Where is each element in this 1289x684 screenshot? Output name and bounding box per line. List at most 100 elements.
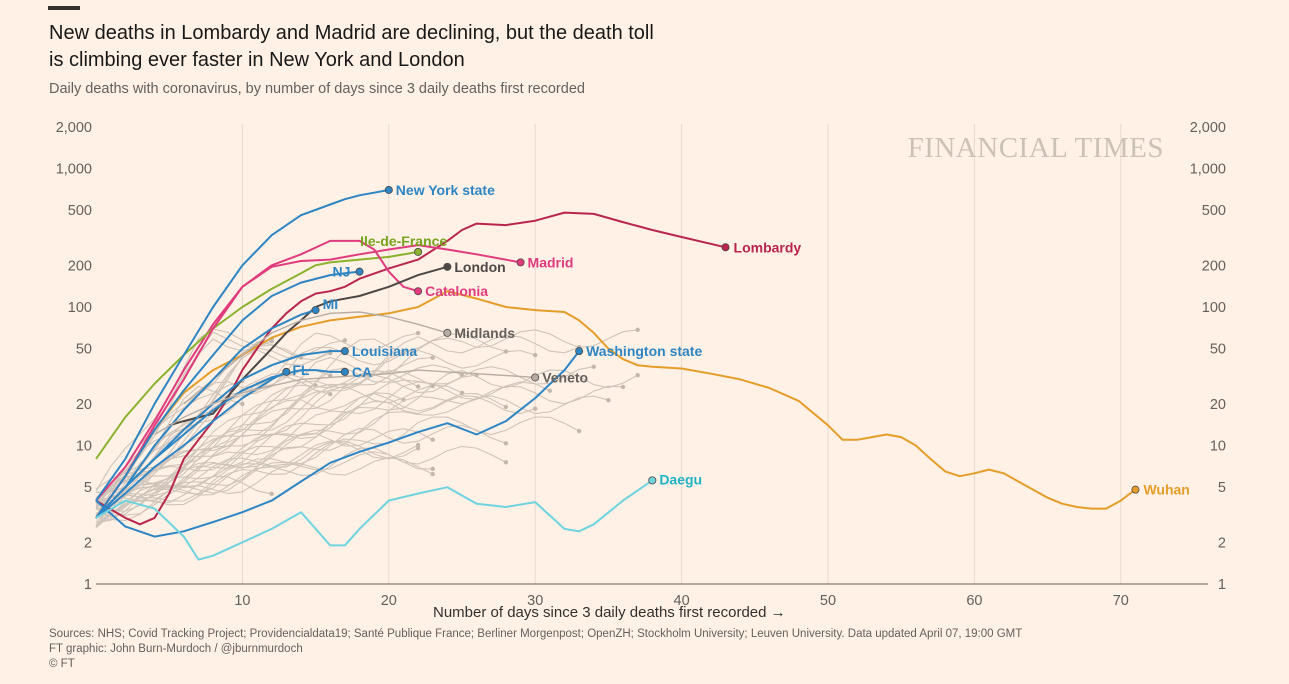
y-tick-label-right: 5 xyxy=(1218,480,1226,496)
series-label-catalonia: Catalonia xyxy=(425,283,488,299)
background-series-line xyxy=(95,395,536,505)
background-series-end-dot xyxy=(430,437,435,442)
grid-lines xyxy=(241,124,1122,584)
x-tick-label: 40 xyxy=(674,593,690,609)
series-line-nj xyxy=(95,270,360,519)
series-label-louisiana: Louisiana xyxy=(352,343,418,359)
x-tick-label: 50 xyxy=(820,593,836,609)
background-series-end-dot xyxy=(269,338,274,344)
series-line-new-york-state xyxy=(95,189,389,502)
x-tick-label: 20 xyxy=(381,593,397,609)
y-tick-label-left: 20 xyxy=(76,397,92,413)
y-tick-label-left: 200 xyxy=(68,258,92,274)
title-line-2: is climbing ever faster in New York and … xyxy=(49,49,465,71)
background-series-end-dot xyxy=(635,327,640,333)
axes: 10 20 30 40 50 60 70 1 1 2 2 5 5 10 10 20 20 50 50 100 100 20… xyxy=(56,120,1226,621)
footer-sources: Sources: NHS; Covid Tracking Project; Pr… xyxy=(49,628,1023,640)
x-tick-label: 60 xyxy=(966,593,982,609)
y-tick-label-left: 50 xyxy=(76,342,92,358)
x-tick-label: 30 xyxy=(527,593,543,609)
series-line-fl xyxy=(95,371,287,519)
background-series-end-dot xyxy=(503,460,509,465)
series-line-veneto xyxy=(154,369,536,436)
background-series-end-dot xyxy=(415,384,421,389)
background-series-line xyxy=(95,369,419,515)
series-line-lombardy xyxy=(95,211,726,526)
y-tick-label-right: 200 xyxy=(1202,258,1226,274)
series-line-ca xyxy=(95,369,345,519)
series-line-daegu xyxy=(95,479,653,561)
series-label-daegu: Daegu xyxy=(659,471,702,487)
series-line-midlands xyxy=(183,311,448,405)
background-series-end-dot xyxy=(240,401,245,407)
chart-title: New deaths in Lombardy and Madrid are de… xyxy=(49,20,749,74)
background-series-end-dot xyxy=(533,352,538,358)
y-tick-label-left: 10 xyxy=(76,439,92,455)
x-axis-label: Number of days since 3 daily deaths firs… xyxy=(433,604,786,621)
y-tick-label-right: 1 xyxy=(1218,577,1226,593)
y-tick-label-left: 2 xyxy=(84,535,92,551)
y-tick-label-right: 2,000 xyxy=(1190,120,1226,136)
series-line-ile-de-france xyxy=(95,250,419,460)
series-end-dot-daegu xyxy=(648,476,657,485)
y-tick-label-right: 500 xyxy=(1202,203,1226,219)
background-series-line xyxy=(95,385,624,503)
background-series-end-dot xyxy=(635,373,640,378)
series-label-ca: CA xyxy=(352,364,372,380)
series-end-dot-nj xyxy=(355,267,364,276)
background-series-end-dot xyxy=(430,466,435,472)
top-accent-bar xyxy=(48,6,80,10)
background-series-end-dot xyxy=(503,441,509,446)
series-label-wuhan: Wuhan xyxy=(1143,482,1189,498)
y-tick-label-right: 20 xyxy=(1210,397,1226,413)
watermark: FINANCIAL TIMES xyxy=(908,132,1164,164)
x-tick-label: 10 xyxy=(234,593,250,609)
series-label-madrid: Madrid xyxy=(528,254,574,270)
series-line-mi xyxy=(95,309,316,519)
background-series-end-dot xyxy=(576,428,582,434)
background-series-line xyxy=(95,384,463,523)
background-series-line xyxy=(95,329,638,501)
footer-credit: FT graphic: John Burn-Murdoch / @jburnmu… xyxy=(49,643,303,655)
y-tick-label-right: 50 xyxy=(1210,342,1226,358)
series-label-veneto: Veneto xyxy=(542,369,588,385)
background-series-line xyxy=(95,416,580,528)
background-series-line xyxy=(95,349,331,527)
background-series-end-dot xyxy=(342,338,348,343)
series-end-dot-london xyxy=(443,262,452,271)
y-tick-label-left: 5 xyxy=(84,480,92,496)
background-series-end-dot xyxy=(503,404,509,410)
background-series-end-dot xyxy=(430,383,435,389)
series-end-dot-mi xyxy=(311,306,320,315)
background-series-line xyxy=(95,369,638,526)
series-end-dot-midlands xyxy=(443,328,452,337)
x-tick-label: 70 xyxy=(1113,593,1129,609)
y-tick-label-right: 2 xyxy=(1218,535,1226,551)
series-end-dot-wuhan xyxy=(1131,485,1140,494)
background-series-end-dot xyxy=(415,330,421,336)
background-series-end-dot xyxy=(415,442,421,448)
background-series-end-dot xyxy=(606,398,611,403)
background-series-line xyxy=(95,349,536,501)
series-line-wuhan xyxy=(95,290,1137,519)
series-label-lombardy: Lombardy xyxy=(734,239,802,255)
series-end-dot-madrid xyxy=(516,258,525,267)
series-end-dot-new-york-state xyxy=(384,185,393,194)
background-series-end-dot xyxy=(533,406,538,411)
background-series-line xyxy=(95,457,433,516)
series-end-dot-ile-de-france xyxy=(414,247,423,256)
background-series-end-dot xyxy=(620,384,626,390)
series-end-dot-ca xyxy=(340,367,349,376)
series-label-london: London xyxy=(454,259,505,275)
y-tick-label-right: 1,000 xyxy=(1190,162,1226,178)
background-series-line xyxy=(95,333,507,526)
footer-copyright: © FT xyxy=(49,658,75,670)
series-end-dot-washington-state xyxy=(575,347,584,356)
series-label-washington-state: Washington state xyxy=(586,343,702,359)
series-line-madrid xyxy=(95,244,521,502)
series-label-midlands: Midlands xyxy=(454,325,515,341)
footer: Sources: NHS; Covid Tracking Project; Pr… xyxy=(49,627,1022,672)
background-series-line xyxy=(95,338,272,499)
series-label-new-york-state: New York state xyxy=(396,182,495,198)
